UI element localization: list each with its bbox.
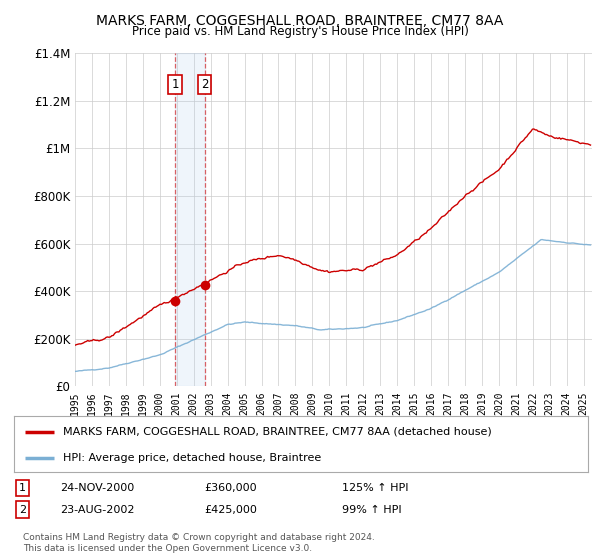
Text: 24-NOV-2000: 24-NOV-2000 — [60, 483, 134, 493]
Text: 23-AUG-2002: 23-AUG-2002 — [60, 505, 134, 515]
Text: HPI: Average price, detached house, Braintree: HPI: Average price, detached house, Brai… — [62, 453, 321, 463]
Bar — [175, 53, 205, 386]
Text: Contains HM Land Registry data © Crown copyright and database right 2024.
This d: Contains HM Land Registry data © Crown c… — [23, 533, 374, 553]
Text: 2: 2 — [19, 505, 26, 515]
Text: 2: 2 — [201, 78, 208, 91]
Text: Price paid vs. HM Land Registry's House Price Index (HPI): Price paid vs. HM Land Registry's House … — [131, 25, 469, 38]
Text: MARKS FARM, COGGESHALL ROAD, BRAINTREE, CM77 8AA: MARKS FARM, COGGESHALL ROAD, BRAINTREE, … — [97, 14, 503, 28]
Text: 125% ↑ HPI: 125% ↑ HPI — [342, 483, 409, 493]
Text: £360,000: £360,000 — [204, 483, 257, 493]
Text: 1: 1 — [19, 483, 26, 493]
Text: £425,000: £425,000 — [204, 505, 257, 515]
Text: MARKS FARM, COGGESHALL ROAD, BRAINTREE, CM77 8AA (detached house): MARKS FARM, COGGESHALL ROAD, BRAINTREE, … — [62, 427, 491, 437]
Text: 1: 1 — [171, 78, 179, 91]
Text: 99% ↑ HPI: 99% ↑ HPI — [342, 505, 401, 515]
